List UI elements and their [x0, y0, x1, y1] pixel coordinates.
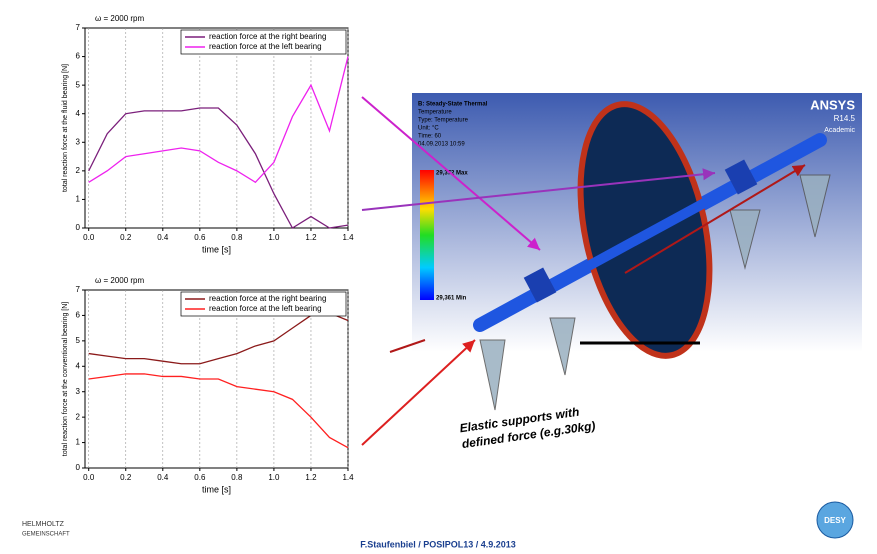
y-tick-label: 7	[76, 285, 81, 294]
y-axis-label: total reaction force at the conventional…	[62, 302, 69, 457]
ansys-version: R14.5	[834, 114, 856, 123]
x-tick-label: 1.4	[342, 473, 354, 482]
plot-area	[85, 28, 348, 228]
ansys-info: Temperature	[418, 110, 452, 116]
x-tick-label: 0.0	[83, 473, 95, 482]
x-tick-label: 0.8	[231, 233, 243, 242]
logo-left: HELMHOLTZ	[22, 521, 65, 528]
x-tick-label: 0.2	[120, 473, 132, 482]
footer-author: F.Staufenbiel / POSIPOL13 / 4.9.2013	[360, 539, 516, 549]
y-tick-label: 1	[76, 438, 81, 447]
x-tick-label: 0.0	[83, 233, 95, 242]
legend-label: reaction force at the right bearing	[209, 294, 326, 303]
y-tick-label: 5	[76, 80, 81, 89]
y-tick-label: 2	[76, 412, 81, 421]
y-tick-label: 6	[76, 311, 81, 320]
ansys-brand: ANSYS	[810, 97, 855, 112]
slide: B: Steady-State Thermal Temperature Type…	[0, 0, 877, 554]
x-tick-label: 1.2	[305, 233, 317, 242]
x-tick-label: 1.0	[268, 473, 280, 482]
ansys-panel: B: Steady-State Thermal Temperature Type…	[412, 92, 862, 410]
ansys-info: 04.09.2013 10:59	[418, 142, 465, 148]
ansys-info: Unit: °C	[418, 126, 439, 132]
ansys-license: Academic	[824, 127, 855, 134]
ansys-info: Time: 60	[418, 134, 442, 140]
y-tick-label: 5	[76, 336, 81, 345]
y-tick-label: 3	[76, 387, 81, 396]
x-tick-label: 0.8	[231, 473, 243, 482]
y-tick-label: 7	[76, 23, 81, 32]
x-tick-label: 0.4	[157, 473, 169, 482]
y-axis-label: total reaction force at the fluid bearin…	[62, 64, 69, 192]
logo-left: GEMEINSCHAFT	[22, 532, 70, 538]
y-tick-label: 6	[76, 52, 81, 61]
ansys-info: B: Steady-State Thermal	[418, 102, 488, 108]
x-tick-label: 0.6	[194, 473, 206, 482]
y-tick-label: 3	[76, 137, 81, 146]
chart-title: ω = 2000 rpm	[95, 276, 144, 285]
chart-title: ω = 2000 rpm	[95, 14, 144, 23]
ansys-min: 29,361 Min	[436, 296, 467, 302]
y-tick-label: 1	[76, 195, 81, 204]
x-axis-label: time [s]	[202, 484, 231, 494]
legend-label: reaction force at the left bearing	[209, 42, 322, 51]
y-tick-label: 0	[76, 223, 81, 232]
x-tick-label: 1.0	[268, 233, 280, 242]
y-tick-label: 2	[76, 166, 81, 175]
y-tick-label: 0	[76, 463, 81, 472]
ansys-info: Type: Temperature	[418, 118, 469, 124]
legend-label: reaction force at the left bearing	[209, 304, 322, 313]
x-tick-label: 1.2	[305, 473, 317, 482]
y-tick-label: 4	[76, 361, 81, 370]
y-tick-label: 4	[76, 109, 81, 118]
legend-label: reaction force at the right bearing	[209, 32, 326, 41]
x-tick-label: 0.2	[120, 233, 132, 242]
x-tick-label: 1.4	[342, 233, 354, 242]
x-tick-label: 0.6	[194, 233, 206, 242]
x-axis-label: time [s]	[202, 244, 231, 254]
x-tick-label: 0.4	[157, 233, 169, 242]
logo-right: DESY	[824, 516, 846, 525]
